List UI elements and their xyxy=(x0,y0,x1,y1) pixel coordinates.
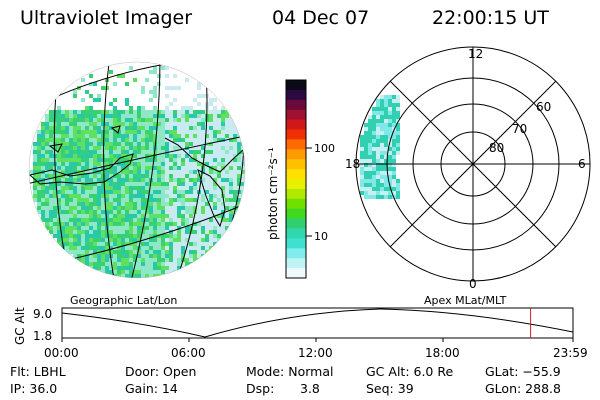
polar-plot: 12 6 18 0 60 70 80 xyxy=(345,46,591,291)
door-info: Door: Open xyxy=(125,364,197,379)
x-tick-0600: 06:00 xyxy=(171,346,206,360)
x-tick-1800: 18:00 xyxy=(425,346,460,360)
mode-info: Mode: Normal xyxy=(246,364,334,379)
right-panel-label: Apex MLat/MLT xyxy=(424,294,507,307)
mlat-label-70: 70 xyxy=(512,122,527,136)
globe-aurora-image xyxy=(29,62,245,278)
filter-info: Flt: LBHL xyxy=(10,364,66,379)
altitude-curve xyxy=(61,308,574,338)
gc-alt-info: GC Alt: 6.0 Re xyxy=(366,364,454,379)
x-tick-1200: 12:00 xyxy=(298,346,333,360)
observation-time: 22:00:15 UT xyxy=(432,7,549,29)
observation-date: 04 Dec 07 xyxy=(272,7,370,29)
mlat-label-60: 60 xyxy=(536,100,551,114)
colorbar-scale xyxy=(286,80,306,279)
y-tick-top: 9.0 xyxy=(33,307,52,321)
x-tick-2359: 23:59 xyxy=(553,346,588,360)
colorbar-tick-label-10: 10 xyxy=(314,230,328,243)
seq-info: Seq: 39 xyxy=(366,381,414,396)
geographic-globe xyxy=(28,61,246,279)
polar-aurora-image xyxy=(360,95,400,199)
dsp-value: 3.8 xyxy=(300,381,320,396)
glat-info: GLat: −55.9 xyxy=(485,364,561,379)
left-panel-label: Geographic Lat/Lon xyxy=(70,294,177,307)
ip-info: IP: 36.0 xyxy=(10,381,58,396)
x-tick-0000: 00:00 xyxy=(44,346,79,360)
mlt-label-0: 0 xyxy=(469,277,477,291)
mlt-label-6: 6 xyxy=(578,157,586,171)
y-axis-label: GC Alt xyxy=(13,307,27,345)
altitude-timeline: 9.0 1.8 GC Alt 00:00 06:00 12:00 18:00 2… xyxy=(13,307,588,360)
mlat-label-80: 80 xyxy=(489,141,504,155)
polar-grid xyxy=(355,46,591,282)
gain-info: Gain: 14 xyxy=(125,381,178,396)
dsp-label: Dsp: xyxy=(246,381,275,396)
colorbar: 100 10 photon cm⁻²s⁻¹ xyxy=(266,79,335,279)
mlt-label-18: 18 xyxy=(345,157,360,171)
colorbar-tick-label-100: 100 xyxy=(314,142,335,155)
glon-info: GLon: 288.8 xyxy=(485,381,561,396)
colorbar-unit-label: photon cm⁻²s⁻¹ xyxy=(266,147,280,240)
y-tick-bottom: 1.8 xyxy=(33,329,52,343)
instrument-title: Ultraviolet Imager xyxy=(20,7,193,29)
mlt-label-12: 12 xyxy=(468,47,483,61)
